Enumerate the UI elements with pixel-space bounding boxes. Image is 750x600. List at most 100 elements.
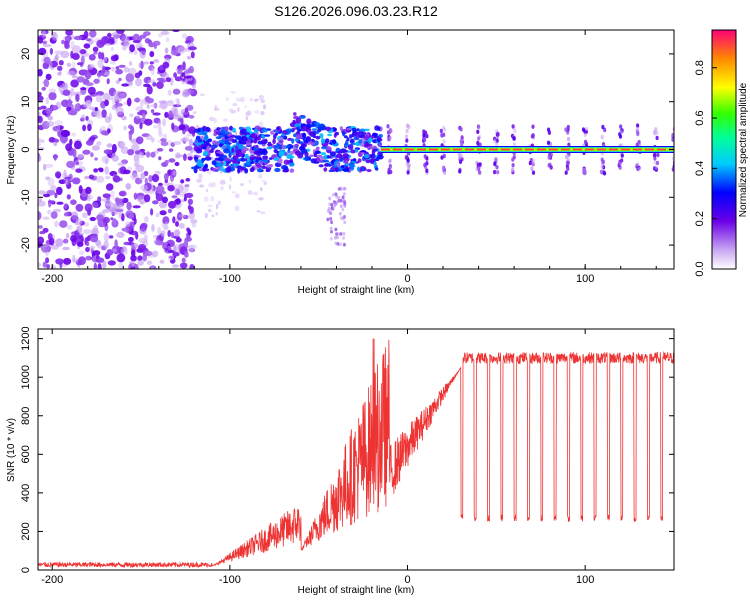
spectrogram-cell bbox=[185, 89, 195, 95]
spectrogram-cell bbox=[336, 161, 341, 168]
spectrogram-cell bbox=[314, 150, 321, 154]
spectrogram-cell bbox=[115, 106, 124, 116]
spectrogram-cell bbox=[585, 126, 589, 132]
spectrogram-cell bbox=[105, 202, 112, 207]
spectrogram-cell bbox=[309, 154, 314, 158]
spectrogram-cell bbox=[329, 211, 333, 215]
spectrogram-cell bbox=[345, 139, 349, 146]
spectrogram-cell bbox=[44, 163, 54, 168]
spectrogram-cell bbox=[236, 107, 240, 112]
spectrogram-cell bbox=[478, 170, 482, 176]
spectrogram-cell bbox=[38, 225, 43, 229]
spectrogram-cell bbox=[313, 152, 317, 158]
spectrogram-cell bbox=[260, 139, 268, 145]
spectrogram-cell bbox=[285, 128, 293, 133]
spectrogram-cell bbox=[38, 153, 41, 162]
spectrogram-cell bbox=[128, 213, 134, 219]
spectrogram-cell bbox=[256, 168, 263, 173]
spectrogram-cell bbox=[256, 210, 261, 213]
spectrogram-cell bbox=[219, 143, 222, 148]
spectrogram-cell bbox=[620, 129, 624, 134]
spectrogram-cell bbox=[112, 175, 121, 183]
spectrogram-cell bbox=[636, 131, 640, 137]
colorbar-tick-label: 0.8 bbox=[694, 60, 706, 75]
spectrogram-cell bbox=[342, 242, 346, 247]
spectrogram-cell bbox=[125, 221, 131, 227]
spectrogram-cell bbox=[226, 144, 231, 150]
spectrogram-cell bbox=[406, 170, 410, 175]
spectrogram-cell bbox=[98, 51, 102, 60]
spectrogram-cell bbox=[71, 211, 78, 220]
snr-frame bbox=[37, 328, 675, 571]
spectrogram-cell bbox=[459, 153, 463, 158]
spectrogram-cell bbox=[236, 135, 242, 140]
spectrogram-ylabel: Frequency (Hz) bbox=[6, 116, 17, 185]
spectrogram-cell bbox=[78, 256, 86, 266]
spectrogram-cell bbox=[346, 137, 350, 142]
spectrogram-cell bbox=[57, 72, 62, 76]
spectrogram-cell bbox=[150, 266, 155, 269]
spectrogram-cell bbox=[127, 236, 134, 243]
spectrogram-cell bbox=[361, 152, 365, 155]
spectrogram-cell bbox=[584, 139, 588, 145]
spectrogram-cell bbox=[175, 204, 182, 209]
spectrogram-cell bbox=[85, 186, 92, 194]
spectrogram-cell bbox=[123, 125, 127, 131]
spectrogram-cell bbox=[188, 138, 193, 148]
spectrogram-cell bbox=[337, 199, 341, 203]
y-tick-label: -10 bbox=[20, 189, 32, 205]
spectrogram-cell bbox=[250, 161, 255, 164]
spectrogram-cell bbox=[671, 156, 674, 161]
spectrogram-cell bbox=[220, 185, 224, 191]
spectrogram-cell bbox=[351, 127, 357, 131]
spectrogram-cell bbox=[70, 79, 79, 88]
spectrogram-cell bbox=[107, 260, 116, 266]
spectrogram-cell bbox=[134, 264, 139, 269]
spectrogram-cell bbox=[187, 204, 192, 211]
spectrogram-cell bbox=[48, 91, 57, 101]
spectrogram-cell bbox=[319, 133, 324, 139]
spectrogram-cell bbox=[88, 106, 96, 110]
spectrogram-cell bbox=[186, 133, 193, 137]
spectrogram-cell bbox=[181, 257, 186, 263]
spectrogram-cell bbox=[340, 165, 345, 169]
spectrogram-cell bbox=[365, 159, 371, 163]
spectrogram-cell bbox=[370, 153, 376, 159]
spectrogram-cell bbox=[66, 224, 73, 230]
spectrogram-cell bbox=[70, 199, 77, 205]
spectrogram-cell bbox=[175, 237, 182, 243]
spectrogram-cell bbox=[140, 99, 144, 108]
spectrogram-cell bbox=[173, 244, 177, 253]
spectrogram-cell bbox=[618, 134, 623, 139]
spectrogram-cell bbox=[95, 175, 105, 183]
spectrogram-cell bbox=[183, 239, 189, 248]
colorbar-axes: 0.0 0.2 0.4 0.6 0.8 bbox=[694, 60, 717, 277]
spectrogram-cell bbox=[172, 30, 180, 33]
spectrogram-cell bbox=[45, 257, 50, 264]
spectrogram-cell bbox=[103, 232, 110, 242]
spectrogram-cell bbox=[298, 115, 306, 119]
spectrogram-cell bbox=[153, 59, 160, 63]
spectrogram-cell bbox=[186, 104, 194, 111]
spectrogram-cell bbox=[654, 127, 658, 132]
spectrogram-cell bbox=[281, 145, 286, 149]
spectrogram-cell bbox=[342, 199, 346, 203]
spectrogram-cell bbox=[197, 138, 203, 143]
spectrogram-cell bbox=[38, 47, 47, 56]
spectrogram-cell bbox=[425, 168, 429, 173]
spectrogram-cell bbox=[158, 182, 163, 187]
spectrogram-cell bbox=[137, 47, 146, 51]
spectrogram-cell bbox=[196, 178, 203, 183]
spectrogram-cell bbox=[320, 138, 326, 144]
spectrogram-cell bbox=[82, 124, 87, 132]
spectrogram-cell bbox=[73, 35, 83, 41]
spectrogram-cell bbox=[208, 208, 212, 213]
spectrogram-cell bbox=[50, 105, 59, 111]
spectrogram-cell bbox=[122, 45, 127, 51]
spectrogram-cell bbox=[125, 183, 131, 190]
spectrogram-cell bbox=[302, 125, 307, 130]
spectrogram-cell bbox=[139, 49, 146, 59]
spectrogram-cell bbox=[75, 168, 83, 173]
